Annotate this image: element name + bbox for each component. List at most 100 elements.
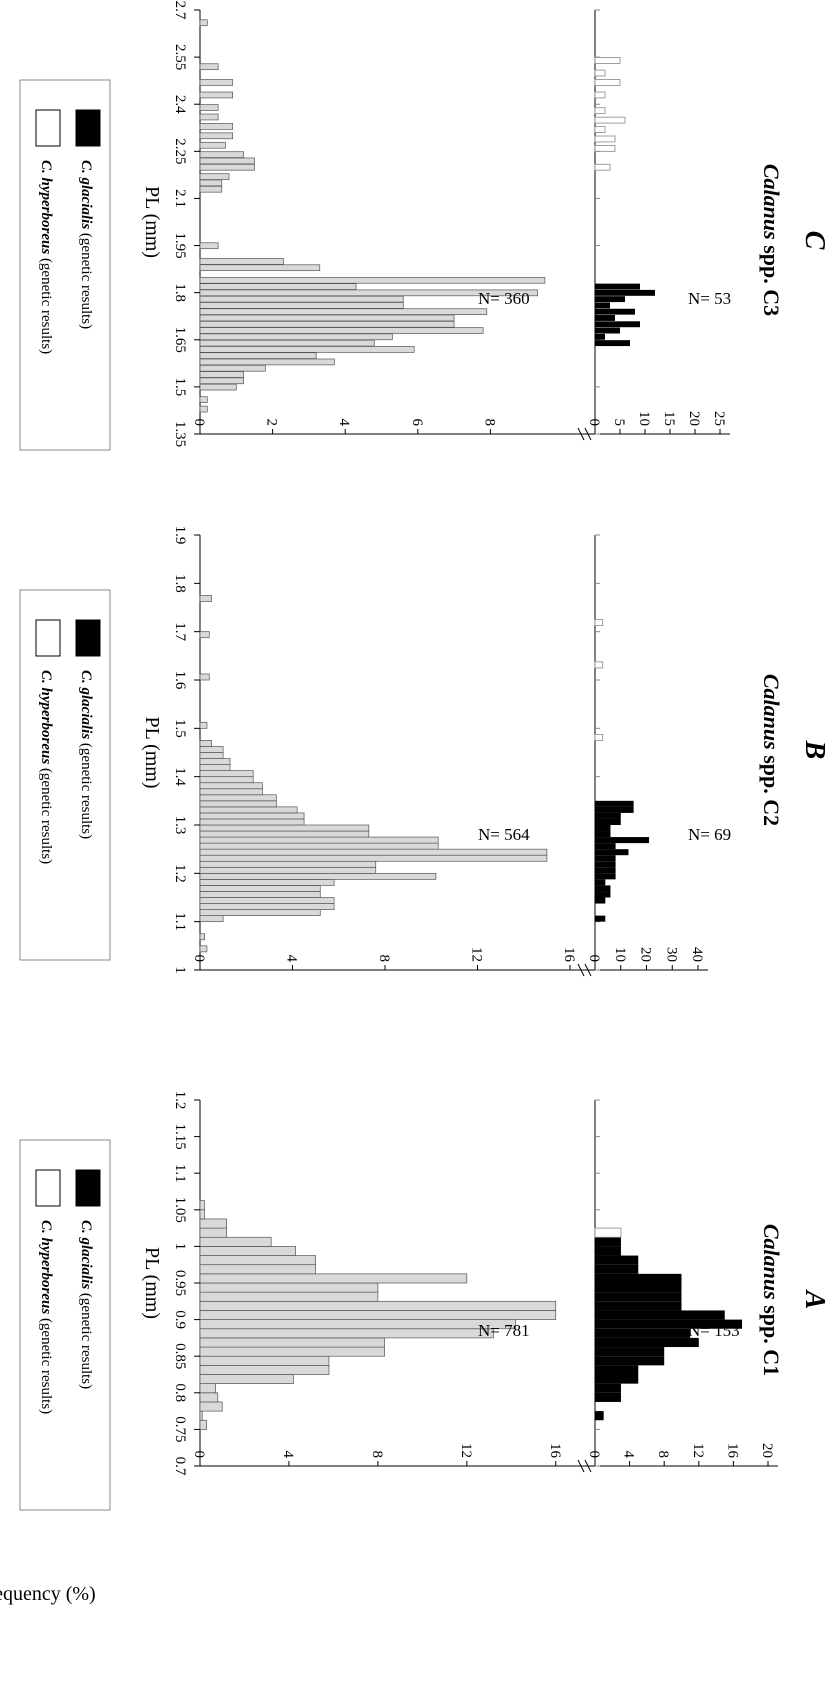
- lower-n-label: N= 360: [478, 289, 530, 308]
- bar-total: [199, 371, 244, 378]
- bar-total: [199, 1291, 379, 1302]
- bar-total: [199, 179, 223, 187]
- lower-y-tick-label: 0: [191, 955, 207, 963]
- x-tick-label: 1.2: [172, 864, 188, 883]
- bar-total: [199, 891, 321, 898]
- bar-total: [199, 1392, 219, 1403]
- bar-hyperboreus: [594, 126, 606, 133]
- bar-glacialis: [594, 837, 650, 844]
- legend-box: [19, 1139, 111, 1511]
- bar-hyperboreus: [594, 107, 606, 115]
- bar-glacialis: [595, 315, 615, 321]
- bar-glacialis: [595, 1365, 639, 1375]
- bar-total: [199, 91, 234, 99]
- lower-y-tick-label: 6: [409, 419, 425, 427]
- bar-total: [199, 63, 219, 71]
- panel-title: Calanus spp. C3: [759, 164, 784, 316]
- bar-total: [199, 740, 212, 747]
- bar-total: [199, 377, 244, 385]
- bar-total: [199, 1383, 216, 1394]
- legend-label-glacialis: C. glacialis (genetic results): [78, 160, 94, 329]
- bar-glacialis: [595, 1255, 639, 1265]
- bar-total: [199, 806, 298, 814]
- bar-total: [199, 339, 375, 347]
- bar-glacialis: [595, 1292, 682, 1302]
- bar-total: [199, 1346, 385, 1357]
- bar-total: [199, 1209, 205, 1220]
- bar-total: [199, 157, 255, 165]
- x-tick-label: 1.1: [172, 1164, 188, 1183]
- bar-hyperboreus: [594, 163, 611, 171]
- legend-box: [19, 589, 111, 961]
- bar-glacialis: [595, 308, 635, 315]
- bar-total: [199, 1246, 296, 1256]
- bar-total: [199, 746, 224, 753]
- bar-glacialis: [595, 283, 640, 290]
- bar-total: [199, 295, 404, 303]
- upper-y-tick-label: 20: [638, 947, 654, 962]
- upper-y-tick-label: 4: [621, 1451, 637, 1459]
- bar-total: [199, 770, 254, 778]
- bar-glacialis: [595, 1264, 639, 1274]
- bar-total: [199, 872, 437, 880]
- panel-title: Calanus spp. C1: [759, 1224, 784, 1376]
- lower-y-tick-label: 16: [561, 947, 577, 963]
- bar-total: [199, 800, 277, 808]
- bar-glacialis: [595, 1347, 665, 1357]
- bar-glacialis: [595, 1273, 682, 1283]
- upper-y-tick-label: 0: [586, 419, 602, 427]
- x-tick-label: 0.95: [172, 1270, 188, 1296]
- x-tick-label: 2.1: [172, 189, 188, 208]
- bar-total: [199, 818, 305, 826]
- legend-swatch-hyperboreus: [35, 619, 61, 657]
- bar-total: [199, 1337, 385, 1348]
- bar-total: [199, 879, 335, 886]
- bar-total: [199, 19, 208, 27]
- bar-hyperboreus: [594, 135, 616, 143]
- bar-glacialis: [595, 800, 634, 807]
- axis-break-mark: [584, 1459, 592, 1473]
- bar-total: [199, 173, 230, 180]
- bar-total: [199, 396, 208, 403]
- lower-y-tick-label: 12: [458, 1443, 474, 1458]
- bar-total: [199, 860, 377, 868]
- lower-y-tick-label: 8: [369, 1451, 385, 1459]
- x-axis-label: PL (mm): [141, 186, 163, 258]
- bar-glacialis: [594, 825, 611, 832]
- bar-total: [199, 123, 234, 130]
- bar-total: [199, 1264, 316, 1275]
- bar-total: [199, 405, 208, 413]
- bar-hyperboreus: [594, 619, 604, 627]
- legend-label-glacialis: C. glacialis (genetic results): [78, 1220, 94, 1389]
- bar-total: [199, 1255, 316, 1266]
- bar-glacialis: [595, 296, 625, 303]
- bar-hyperboreus: [594, 57, 621, 64]
- bar-total: [199, 788, 263, 796]
- bar-hyperboreus: [594, 733, 604, 741]
- bar-total: [199, 104, 219, 111]
- bar-glacialis: [594, 1246, 621, 1256]
- panel-c: C Calanus spp. C3 0 5 10 15 20 25 N= 53 0 2 4 6 8 N= 3…: [19, 1, 830, 451]
- x-tick-label: 1.15: [172, 1123, 188, 1149]
- lower-y-tick-label: 8: [376, 955, 392, 963]
- upper-y-tick-label: 0: [586, 955, 602, 963]
- bar-glacialis: [594, 1411, 604, 1421]
- bar-glacialis: [595, 1374, 639, 1384]
- x-tick-label: 1.8: [172, 283, 188, 302]
- lower-y-tick-label: 4: [280, 1451, 296, 1459]
- x-tick-label: 0.9: [172, 1310, 188, 1329]
- legend-swatch-hyperboreus: [35, 109, 61, 147]
- legend-swatch-glacialis: [75, 1169, 101, 1207]
- upper-y-tick-label: 8: [655, 1451, 671, 1459]
- bar-total: [199, 1374, 294, 1384]
- x-tick-label: 1.95: [172, 232, 188, 258]
- upper-y-tick-label: 25: [711, 411, 727, 426]
- bar-glacialis: [595, 327, 620, 334]
- bar-glacialis: [595, 873, 616, 880]
- upper-n-label: N= 153: [688, 1321, 740, 1340]
- bar-total: [199, 812, 305, 820]
- bar-glacialis: [595, 1283, 682, 1293]
- bar-glacialis: [595, 289, 655, 296]
- x-tick-label: 0.8: [172, 1383, 188, 1402]
